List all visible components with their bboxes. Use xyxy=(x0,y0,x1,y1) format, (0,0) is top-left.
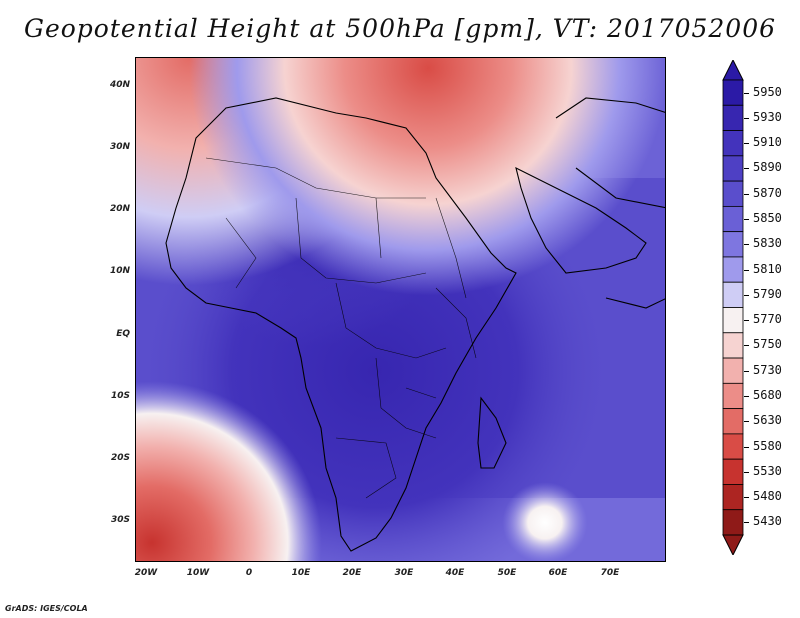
colorbar-swatch xyxy=(722,256,744,283)
country-borders xyxy=(205,157,477,499)
colorbar-tick xyxy=(744,421,749,423)
colorbar-tick xyxy=(744,219,749,221)
colorbar-tick xyxy=(744,143,749,145)
colorbar-swatch xyxy=(722,205,744,233)
colorbar-tick xyxy=(744,244,749,246)
geopotential-field xyxy=(136,58,665,561)
colorbar-bottom-arrow xyxy=(722,534,744,555)
colorbar-top-arrow xyxy=(722,60,744,81)
colorbar-swatch xyxy=(722,307,744,334)
colorbar-tick xyxy=(744,193,749,195)
colorbar-swatch xyxy=(722,281,744,308)
colorbar-level-label: 5580 xyxy=(753,438,782,453)
colorbar-tick xyxy=(744,345,749,347)
lat-label-20s: 20S xyxy=(110,453,130,463)
colorbar-level-label: 5910 xyxy=(753,135,782,150)
lat-label-eq: EQ xyxy=(116,329,130,339)
colorbar-swatch xyxy=(722,130,744,157)
colorbar-swatch xyxy=(722,79,744,106)
colorbar-tick xyxy=(744,522,749,524)
lat-label-30n: 30N xyxy=(109,142,130,152)
colorbar-swatch xyxy=(722,484,744,511)
colorbar-swatch xyxy=(722,382,744,410)
colorbar-level-label: 5480 xyxy=(753,489,782,504)
colorbar-swatch xyxy=(722,509,744,536)
lon-label-10w: 10W xyxy=(186,568,210,578)
colorbar-tick xyxy=(744,395,749,397)
colorbar-level-label: 5770 xyxy=(753,312,782,327)
colorbar-level-label: 5890 xyxy=(753,160,782,175)
colorbar-swatch xyxy=(722,155,744,182)
colorbar-level-label: 5950 xyxy=(753,84,782,99)
colorbar-level-label: 5530 xyxy=(753,463,782,478)
credit-footer: GrADS: IGES/COLA xyxy=(5,604,88,613)
colorbar-swatch xyxy=(722,332,744,359)
lon-label-40e: 40E xyxy=(445,568,465,578)
colorbar-swatch xyxy=(722,231,744,258)
lat-label-40n: 40N xyxy=(109,80,130,90)
lon-label-0: 0 xyxy=(245,568,253,578)
colorbar-tick xyxy=(744,370,749,372)
lat-label-30s: 30S xyxy=(110,515,130,525)
colorbar-level-label: 5830 xyxy=(753,236,782,251)
lon-label-10e: 10E xyxy=(291,568,311,578)
lon-label-70e: 70E xyxy=(600,568,620,578)
colorbar-swatch xyxy=(722,357,744,384)
lat-label-10n: 10N xyxy=(109,266,130,276)
lat-label-20n: 20N xyxy=(109,204,130,214)
colorbar-tick xyxy=(744,92,749,94)
colorbar-level-label: 5680 xyxy=(753,387,782,402)
colorbar-level-label: 5850 xyxy=(753,211,782,226)
colorbar-swatch xyxy=(722,180,744,207)
colorbar-tick xyxy=(744,497,749,499)
colorbar-level-label: 5750 xyxy=(753,337,782,352)
lon-label-50e: 50E xyxy=(497,568,517,578)
colorbar-swatch xyxy=(722,408,744,435)
colorbar-swatch xyxy=(722,458,744,485)
colorbar-tick xyxy=(744,471,749,473)
colorbar-level-label: 5870 xyxy=(753,185,782,200)
colorbar-level-label: 5810 xyxy=(753,261,782,276)
lon-label-20e: 20E xyxy=(342,568,362,578)
colorbar-tick xyxy=(744,446,749,448)
colorbar-level-label: 5930 xyxy=(753,109,782,124)
colorbar-swatch xyxy=(722,433,744,460)
colorbar-level-label: 5630 xyxy=(753,413,782,428)
colorbar xyxy=(722,60,744,555)
lon-label-30e: 30E xyxy=(394,568,414,578)
colorbar-tick xyxy=(744,117,749,119)
lon-label-20w: 20W xyxy=(134,568,158,578)
colorbar-tick xyxy=(744,269,749,271)
colorbar-level-label: 5730 xyxy=(753,362,782,377)
colorbar-level-label: 5790 xyxy=(753,286,782,301)
colorbar-swatch xyxy=(722,104,744,131)
map-title: Geopotential Height at 500hPa [gpm], VT:… xyxy=(23,14,777,43)
colorbar-tick xyxy=(744,294,749,296)
coastline-outline xyxy=(165,97,665,552)
lat-label-10s: 10S xyxy=(110,391,130,401)
colorbar-level-label: 5430 xyxy=(753,514,782,529)
lon-label-60e: 60E xyxy=(548,568,568,578)
colorbar-tick xyxy=(744,320,749,322)
map-plot-area[interactable] xyxy=(135,57,666,562)
colorbar-tick xyxy=(744,168,749,170)
